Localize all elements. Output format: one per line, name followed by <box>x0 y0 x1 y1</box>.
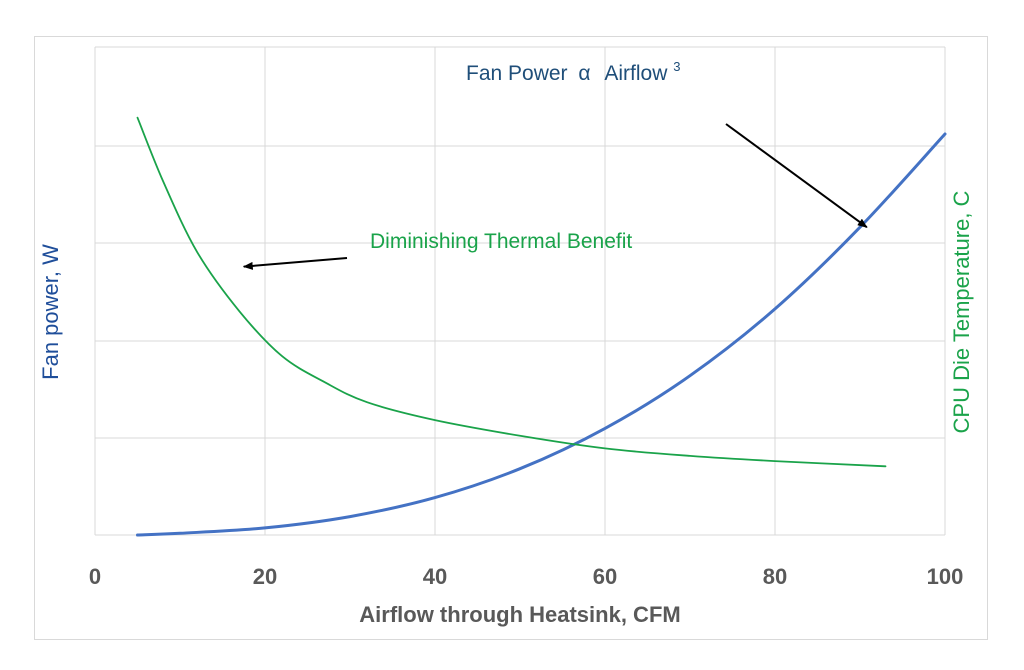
annotation-fan-power-main: Fan Power <box>466 62 568 85</box>
annotation-fan-power-var: Airflow <box>604 62 668 85</box>
series-line-cpu-temperature <box>136 116 887 468</box>
arrow-fan-power <box>725 123 868 229</box>
x-tick-label-40: 40 <box>423 564 447 589</box>
y-axis-right-title: CPU Die Temperature, C <box>949 190 974 433</box>
annotation-fan-power-alpha: α <box>578 62 590 85</box>
x-tick-label-100: 100 <box>927 564 964 589</box>
annotation-fan-power: Fan Power α Airflow 3 <box>466 59 680 85</box>
x-axis-title: Airflow through Heatsink, CFM <box>359 602 680 627</box>
gridlines <box>94 46 946 536</box>
series-layer <box>136 116 947 537</box>
x-tick-label-0: 0 <box>89 564 101 589</box>
x-tick-label-60: 60 <box>593 564 617 589</box>
arrow-thermal-benefit <box>242 257 348 270</box>
chart-frame <box>34 36 988 640</box>
y-axis-left-title: Fan power, W <box>38 244 63 380</box>
x-tick-labels: 0 20 40 60 80 100 <box>89 564 963 589</box>
annotation-arrows <box>242 123 868 270</box>
x-tick-label-80: 80 <box>763 564 787 589</box>
annotation-fan-power-exponent: 3 <box>673 59 680 74</box>
series-line-fan-power <box>136 132 947 537</box>
annotation-thermal-benefit: Diminishing Thermal Benefit <box>370 230 632 253</box>
x-tick-label-20: 20 <box>253 564 277 589</box>
